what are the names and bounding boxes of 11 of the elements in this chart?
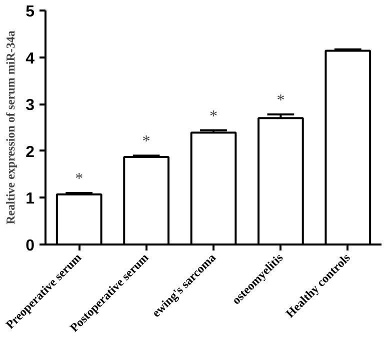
y-tick-label: 1: [26, 190, 35, 208]
annotation: *: [210, 108, 218, 125]
y-tick-label: 3: [26, 97, 35, 114]
y-tick-label: 2: [26, 144, 35, 161]
y-tick-label: 5: [26, 4, 35, 20]
annotation: *: [276, 92, 285, 109]
annotation: *: [75, 170, 84, 188]
y-tick-label: 0: [26, 238, 35, 254]
y-tick-label: 4: [26, 50, 35, 68]
annotation: *: [142, 133, 150, 150]
y-axis-title: Realtive expression of serum miR-34a: [4, 30, 18, 224]
